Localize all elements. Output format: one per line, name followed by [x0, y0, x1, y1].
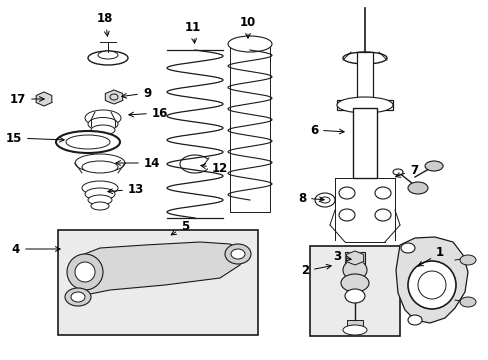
Polygon shape [105, 90, 122, 104]
Ellipse shape [314, 193, 334, 207]
Ellipse shape [88, 117, 118, 131]
Ellipse shape [91, 202, 109, 210]
Ellipse shape [342, 52, 386, 64]
Ellipse shape [342, 325, 366, 335]
Ellipse shape [82, 181, 118, 195]
Text: 12: 12 [201, 162, 228, 175]
Ellipse shape [392, 169, 402, 175]
Ellipse shape [400, 243, 414, 253]
Bar [58, 230, 258, 335]
Bar [309, 246, 399, 336]
Ellipse shape [319, 197, 329, 203]
Ellipse shape [227, 36, 271, 52]
Ellipse shape [459, 255, 475, 265]
Text: 6: 6 [309, 123, 344, 136]
Ellipse shape [67, 254, 103, 290]
Ellipse shape [340, 274, 368, 292]
Ellipse shape [407, 182, 427, 194]
Ellipse shape [71, 292, 85, 302]
Ellipse shape [66, 135, 110, 149]
Polygon shape [346, 251, 363, 265]
Text: 4: 4 [12, 243, 60, 256]
Bar [336, 100, 392, 110]
Ellipse shape [65, 288, 91, 306]
Ellipse shape [224, 244, 250, 264]
Text: 11: 11 [184, 21, 201, 43]
Text: 15: 15 [6, 131, 64, 144]
Bar [346, 320, 362, 327]
Ellipse shape [85, 110, 121, 126]
Ellipse shape [88, 51, 128, 65]
Ellipse shape [85, 188, 115, 200]
Text: 14: 14 [116, 157, 160, 170]
Ellipse shape [417, 271, 445, 299]
Text: 3: 3 [332, 251, 350, 264]
Ellipse shape [338, 209, 354, 221]
Ellipse shape [338, 187, 354, 199]
Ellipse shape [345, 289, 364, 303]
Ellipse shape [230, 249, 244, 259]
Ellipse shape [88, 195, 112, 205]
Bar [352, 108, 376, 178]
Polygon shape [395, 237, 467, 323]
Text: 17: 17 [10, 93, 44, 105]
Bar [356, 52, 372, 107]
Ellipse shape [82, 161, 118, 173]
Ellipse shape [91, 125, 115, 135]
Ellipse shape [407, 261, 455, 309]
Text: 16: 16 [129, 107, 168, 120]
Ellipse shape [110, 94, 118, 100]
Bar [345, 252, 364, 264]
Polygon shape [72, 242, 244, 295]
Ellipse shape [374, 187, 390, 199]
Ellipse shape [374, 209, 390, 221]
Polygon shape [36, 92, 52, 106]
Text: 10: 10 [240, 15, 256, 38]
Text: 9: 9 [122, 86, 151, 99]
Ellipse shape [407, 315, 421, 325]
Text: 5: 5 [171, 220, 189, 235]
Ellipse shape [98, 51, 118, 59]
Ellipse shape [342, 260, 366, 280]
Text: 1: 1 [417, 247, 443, 266]
Ellipse shape [75, 262, 95, 282]
Ellipse shape [424, 161, 442, 171]
Ellipse shape [75, 154, 125, 172]
Bar [229, 42, 269, 212]
Text: 18: 18 [97, 12, 113, 36]
Text: 8: 8 [297, 192, 324, 204]
Ellipse shape [459, 297, 475, 307]
Text: 7: 7 [395, 163, 417, 177]
Ellipse shape [56, 131, 120, 153]
Text: 13: 13 [108, 183, 144, 195]
Ellipse shape [336, 97, 392, 113]
Text: 2: 2 [300, 264, 330, 278]
